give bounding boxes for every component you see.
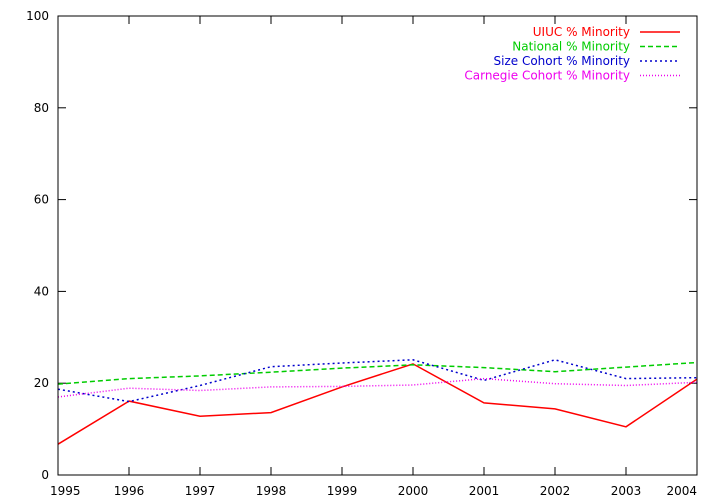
y-tick-label: 0 <box>41 468 49 482</box>
series-line-4 <box>57 377 698 398</box>
x-tick-label: 2000 <box>398 484 429 498</box>
x-tick-label: 2001 <box>469 484 500 498</box>
x-tick-label: 1999 <box>327 484 358 498</box>
series-line-2 <box>57 361 698 385</box>
series-line-3 <box>57 359 698 403</box>
x-tick-label: 1998 <box>256 484 287 498</box>
x-tick-label: 2003 <box>611 484 642 498</box>
plot-frame <box>57 15 698 476</box>
x-tick-label: 2004 <box>666 484 697 498</box>
legend-label: Carnegie Cohort % Minority <box>464 69 630 83</box>
x-tick-label: 2002 <box>540 484 571 498</box>
y-tick-label: 40 <box>34 284 49 298</box>
x-tick-label: 1995 <box>50 484 81 498</box>
x-tick-label: 1996 <box>114 484 145 498</box>
x-tick-label: 1997 <box>185 484 216 498</box>
legend-label: Size Cohort % Minority <box>494 54 631 68</box>
series-line-1 <box>57 363 698 445</box>
legend-label: National % Minority <box>512 40 630 54</box>
x-axis-ticks: 1995 1996 1997 1998 1999 2000 2001 2002 2003 2004 <box>50 16 698 498</box>
y-tick-label: 20 <box>34 376 49 390</box>
y-tick-label: 100 <box>26 9 49 23</box>
y-tick-label: 80 <box>34 101 49 115</box>
legend-label: UIUC % Minority <box>533 25 630 39</box>
y-tick-label: 60 <box>34 193 49 207</box>
y-axis-ticks: 0 20 40 60 80 100 <box>26 9 697 482</box>
series-lines <box>57 359 698 445</box>
